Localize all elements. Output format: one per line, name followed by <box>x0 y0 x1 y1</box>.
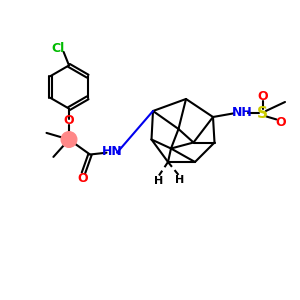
Text: HN: HN <box>101 145 122 158</box>
Text: H: H <box>154 176 164 186</box>
Text: NH: NH <box>232 106 253 119</box>
Text: O: O <box>77 172 88 185</box>
Text: O: O <box>276 116 286 130</box>
Text: S: S <box>257 106 268 121</box>
Text: O: O <box>257 89 268 103</box>
Text: Cl: Cl <box>52 41 65 55</box>
Text: O: O <box>64 114 74 128</box>
Text: H: H <box>176 175 184 185</box>
Circle shape <box>61 132 77 147</box>
